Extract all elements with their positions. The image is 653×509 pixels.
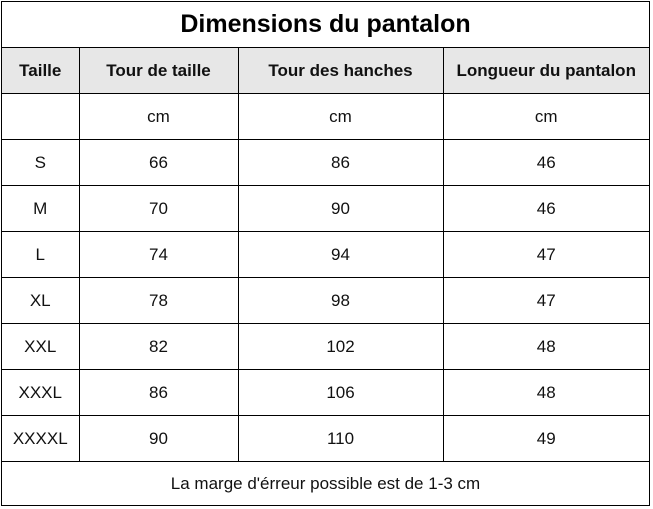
unit-cell: cm	[442, 93, 649, 140]
waist-cell: 66	[78, 139, 239, 186]
table-row: XXXXL 90 110 49	[2, 415, 649, 461]
length-cell: 47	[442, 231, 649, 278]
table-row: L 74 94 47	[2, 231, 649, 278]
hip-cell: 90	[237, 185, 444, 232]
hip-cell: 110	[237, 415, 444, 461]
header-row: Taille Tour de taille Tour des hanches L…	[2, 48, 649, 94]
size-cell: S	[2, 139, 80, 186]
waist-cell: 90	[78, 415, 239, 461]
chart-title: Dimensions du pantalon	[2, 2, 649, 48]
unit-cell: cm	[237, 93, 444, 140]
waist-cell: 86	[78, 369, 239, 416]
length-cell: 48	[442, 323, 649, 370]
table-row: XXXL 86 106 48	[2, 369, 649, 416]
waist-cell: 70	[78, 185, 239, 232]
waist-cell: 78	[78, 277, 239, 324]
header-tour-des-hanches: Tour des hanches	[237, 48, 444, 94]
header-taille: Taille	[2, 48, 80, 94]
hip-cell: 102	[237, 323, 444, 370]
header-tour-de-taille: Tour de taille	[78, 48, 239, 94]
length-cell: 49	[442, 415, 649, 461]
size-cell: M	[2, 185, 80, 232]
length-cell: 46	[442, 185, 649, 232]
waist-cell: 82	[78, 323, 239, 370]
size-cell: L	[2, 231, 80, 278]
hip-cell: 94	[237, 231, 444, 278]
size-cell: XXXL	[2, 369, 80, 416]
hip-cell: 98	[237, 277, 444, 324]
size-cell: XXXXL	[2, 415, 80, 461]
table-row: M 70 90 46	[2, 185, 649, 232]
header-longueur: Longueur du pantalon	[442, 48, 649, 94]
units-row: cm cm cm	[2, 93, 649, 140]
size-cell: XL	[2, 277, 80, 324]
length-cell: 48	[442, 369, 649, 416]
size-table: Taille Tour de taille Tour des hanches L…	[2, 48, 649, 461]
unit-cell	[2, 93, 80, 140]
hip-cell: 106	[237, 369, 444, 416]
error-margin-note: La marge d'érreur possible est de 1-3 cm	[2, 461, 649, 506]
hip-cell: 86	[237, 139, 444, 186]
length-cell: 46	[442, 139, 649, 186]
size-cell: XXL	[2, 323, 80, 370]
table-row: XL 78 98 47	[2, 277, 649, 324]
table-row: S 66 86 46	[2, 139, 649, 186]
length-cell: 47	[442, 277, 649, 324]
unit-cell: cm	[78, 93, 239, 140]
table-row: XXL 82 102 48	[2, 323, 649, 370]
waist-cell: 74	[78, 231, 239, 278]
